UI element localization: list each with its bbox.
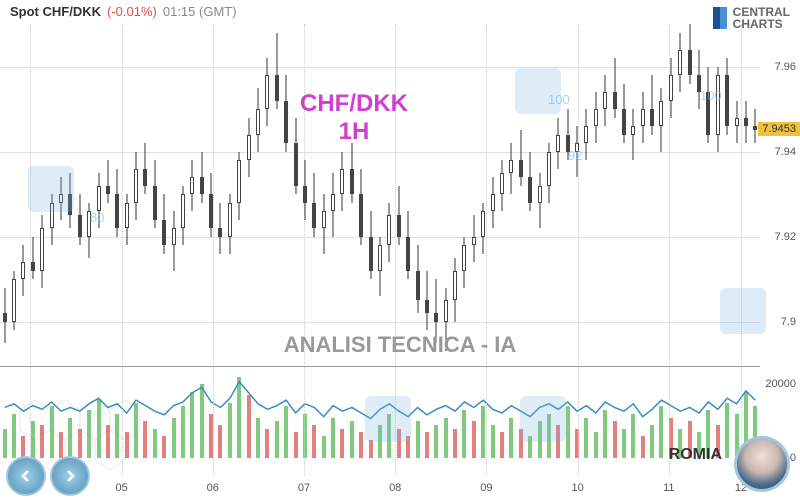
volume-chart[interactable] xyxy=(0,366,760,476)
price-y-axis: 7.9 7.92 7.94 7.96 7.9453 xyxy=(760,24,800,364)
brand-label: ROMIA xyxy=(669,446,722,464)
x-tick: 06 xyxy=(207,482,219,494)
timestamp: 01:15 (GMT) xyxy=(163,4,237,19)
vol-y-tick: 0 xyxy=(790,452,796,464)
nav-prev-button[interactable] xyxy=(6,456,46,496)
x-tick: 07 xyxy=(298,482,310,494)
vol-y-tick: 20000 xyxy=(765,378,796,390)
y-tick: 7.92 xyxy=(775,231,796,243)
instrument-label: Spot CHF/DKK xyxy=(10,4,101,19)
x-tick: 09 xyxy=(480,482,492,494)
y-tick: 7.9 xyxy=(781,316,796,328)
chart-header: Spot CHF/DKK (-0.01%) 01:15 (GMT) xyxy=(0,0,800,23)
current-price-badge: 7.9453 xyxy=(758,122,800,136)
y-tick: 7.96 xyxy=(775,61,796,73)
x-tick: 08 xyxy=(389,482,401,494)
avatar-icon[interactable] xyxy=(734,436,790,492)
x-axis: 040506070809101112 xyxy=(0,482,760,498)
nav-next-button[interactable] xyxy=(50,456,90,496)
x-tick: 05 xyxy=(115,482,127,494)
y-tick: 7.94 xyxy=(775,146,796,158)
price-chart[interactable] xyxy=(0,24,760,364)
price-change: (-0.01%) xyxy=(107,4,157,19)
x-tick: 10 xyxy=(571,482,583,494)
x-tick: 11 xyxy=(663,482,674,494)
